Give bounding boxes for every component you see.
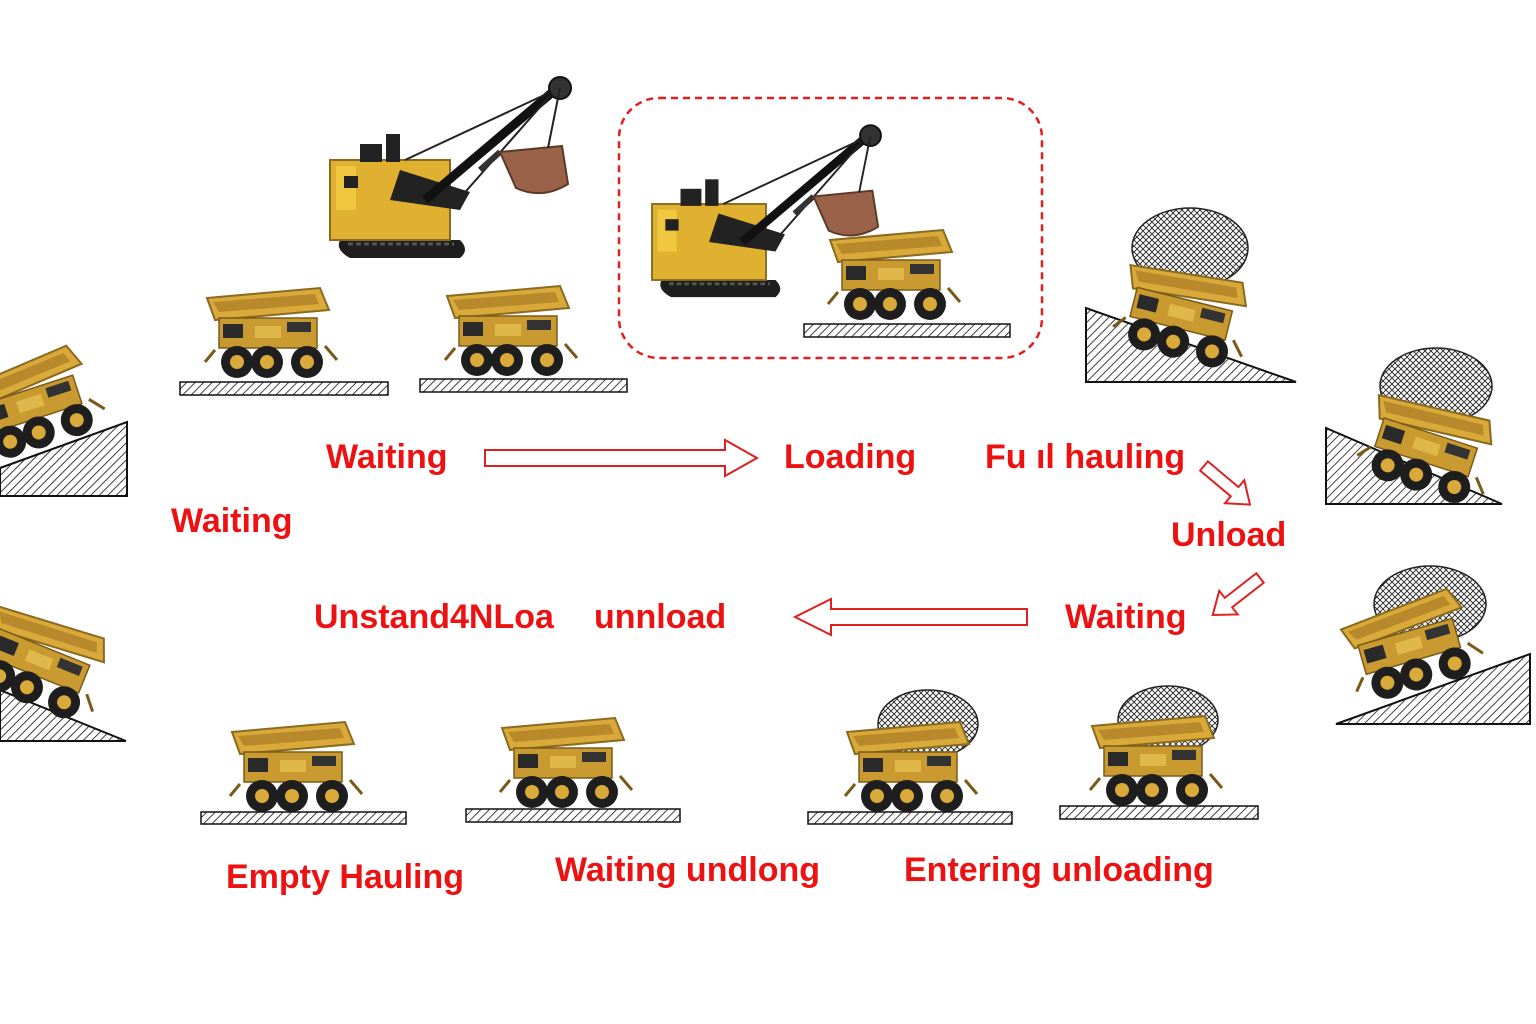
arrow-down-right-icon (1193, 453, 1261, 518)
arrow-left-icon (794, 598, 1028, 636)
ground-platform (200, 811, 407, 825)
ground-platform (419, 378, 628, 393)
shovel-icon (330, 77, 571, 258)
truck-icon (443, 284, 579, 378)
truck-icon (1088, 714, 1224, 808)
label-full-hauling: Fu ıl hauling (985, 438, 1186, 476)
label-unnload: unnload (594, 598, 727, 636)
label-unstand: Unstand4NLoa (314, 598, 554, 636)
label-waiting-undlong: Waiting undlong (555, 851, 820, 889)
truck-icon (228, 720, 364, 814)
ramp (0, 420, 128, 497)
label-entering-unloading: Entering unloading (904, 851, 1214, 889)
ground-platform (179, 381, 389, 396)
label-empty-hauling: Empty Hauling (226, 858, 465, 896)
label-waiting-top: Waiting (326, 438, 448, 476)
ground-platform (465, 808, 681, 823)
arrow-down-left-icon (1202, 565, 1271, 628)
truck-icon (826, 228, 962, 322)
ramp (1335, 652, 1531, 725)
ground-platform (807, 811, 1013, 825)
ground-platform (1059, 805, 1259, 820)
label-waiting-left: Waiting (171, 502, 293, 540)
ground-platform (803, 323, 1011, 338)
label-unload: Unload (1171, 516, 1287, 554)
label-waiting-right: Waiting (1065, 598, 1187, 636)
truck-icon (843, 720, 979, 814)
truck-icon (498, 716, 634, 810)
truck-icon (203, 286, 339, 380)
label-loading: Loading (784, 438, 917, 476)
loading-highlight-box (617, 96, 1044, 360)
arrow-right-icon (484, 439, 758, 477)
